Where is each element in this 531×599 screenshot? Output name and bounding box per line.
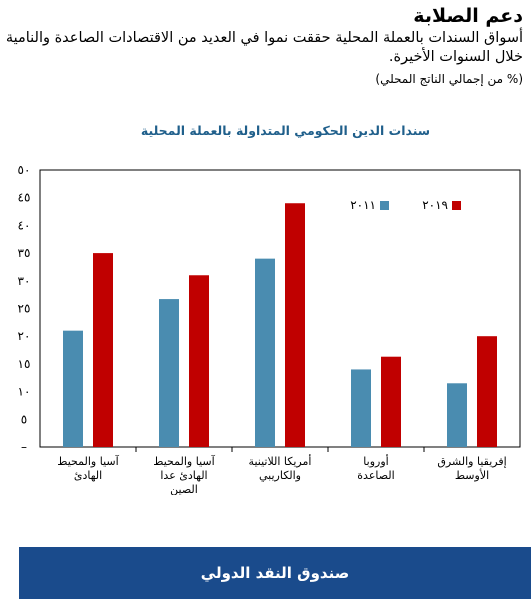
bar-2011 (63, 330, 83, 447)
bar-2019 (477, 336, 497, 447)
legend-label: ٢٠١٩ (422, 198, 448, 212)
footer-banner: صندوق النقد الدولي (19, 547, 531, 599)
y-tick-label: ٣٥ (18, 246, 31, 260)
unit-label: (% من إجمالي الناتج المحلي) (375, 72, 523, 86)
x-tick-label: الصاعدة (357, 469, 394, 482)
legend-label: ٢٠١١ (350, 198, 376, 212)
plot-frame (39, 169, 521, 448)
x-tick-label: آسيا والمحيط (153, 454, 215, 468)
x-tick-label: والكاريبي (259, 469, 301, 482)
bar-2019 (93, 253, 113, 447)
bar-2011 (447, 383, 467, 447)
bar-2011 (159, 299, 179, 447)
y-tick-label: ١٥ (18, 357, 31, 371)
bar-2011 (255, 258, 275, 447)
legend-swatch (380, 201, 389, 210)
y-axis: – ٥ ١٠ ١٥ ٢٠ ٢٥ ٣٠ ٣٥ ٤٠ ٤٥ ٥٠ (18, 163, 31, 454)
bar-2019 (381, 356, 401, 447)
page-title: دعم الصلابة (413, 5, 523, 27)
x-tick-label: إفريقيا والشرق (437, 455, 506, 468)
y-tick-label: ٤٠ (18, 218, 31, 232)
chart-gridlines (39, 169, 521, 452)
x-tick-label: أوروبا (363, 454, 388, 468)
x-tick-label: أمريكا اللاتينية (249, 454, 312, 468)
x-tick-label: الهادئ (74, 469, 102, 482)
y-tick-label: – (21, 440, 27, 454)
bar-2011 (351, 369, 371, 447)
page-subtitle: أسواق السندات بالعملة المحلية حققت نموا … (5, 30, 523, 65)
y-tick-label: ٢٠ (18, 329, 31, 343)
chart-title: سندات الدين الحكومي المتداولة بالعملة ال… (140, 123, 431, 138)
x-tick-label: الهادئ عدا (160, 469, 207, 482)
chart-bars (63, 203, 497, 447)
y-tick-label: ٥ (21, 412, 27, 426)
chart-legend: ٢٠١٩ ٢٠١١ (350, 198, 461, 212)
x-tick-label: الصين (170, 483, 198, 495)
x-tick-label: الأوسط (455, 468, 489, 482)
y-tick-label: ٢٥ (18, 302, 31, 316)
y-tick-label: ١٠ (18, 385, 31, 399)
bar-2019 (285, 203, 305, 447)
y-tick-label: ٣٠ (18, 274, 31, 288)
legend-swatch (452, 201, 461, 210)
bar-2019 (189, 275, 209, 447)
y-tick-label: ٥٠ (18, 163, 31, 177)
x-tick-label: آسيا والمحيط (57, 454, 119, 468)
footer-label: صندوق النقد الدولي (200, 564, 350, 582)
y-tick-label: ٤٥ (18, 191, 31, 205)
